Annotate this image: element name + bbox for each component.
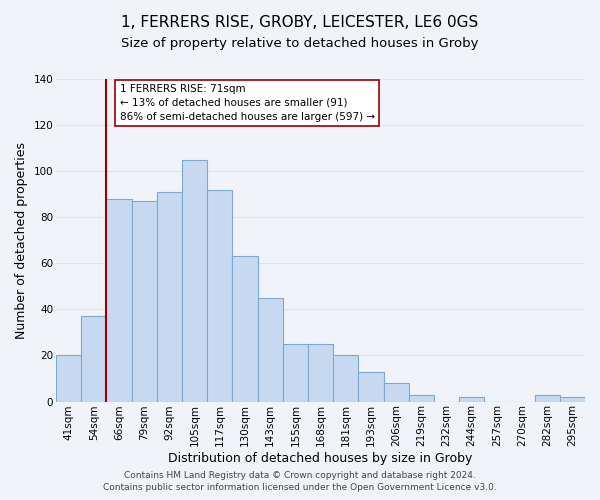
Bar [409, 394, 434, 402]
Bar [56, 356, 81, 402]
Y-axis label: Number of detached properties: Number of detached properties [15, 142, 28, 339]
Text: 1, FERRERS RISE, GROBY, LEICESTER, LE6 0GS: 1, FERRERS RISE, GROBY, LEICESTER, LE6 0… [121, 15, 479, 30]
Bar [106, 199, 131, 402]
Text: Size of property relative to detached houses in Groby: Size of property relative to detached ho… [121, 38, 479, 51]
Bar [131, 201, 157, 402]
Bar [232, 256, 257, 402]
X-axis label: Distribution of detached houses by size in Groby: Distribution of detached houses by size … [169, 452, 473, 465]
Bar [283, 344, 308, 402]
Bar [81, 316, 106, 402]
Bar [157, 192, 182, 402]
Bar [383, 383, 409, 402]
Bar [257, 298, 283, 402]
Text: 1 FERRERS RISE: 71sqm
← 13% of detached houses are smaller (91)
86% of semi-deta: 1 FERRERS RISE: 71sqm ← 13% of detached … [119, 84, 374, 122]
Bar [560, 397, 585, 402]
Bar [535, 394, 560, 402]
Text: Contains HM Land Registry data © Crown copyright and database right 2024.
Contai: Contains HM Land Registry data © Crown c… [103, 471, 497, 492]
Bar [459, 397, 484, 402]
Bar [358, 372, 383, 402]
Bar [207, 190, 232, 402]
Bar [333, 356, 358, 402]
Bar [182, 160, 207, 402]
Bar [308, 344, 333, 402]
